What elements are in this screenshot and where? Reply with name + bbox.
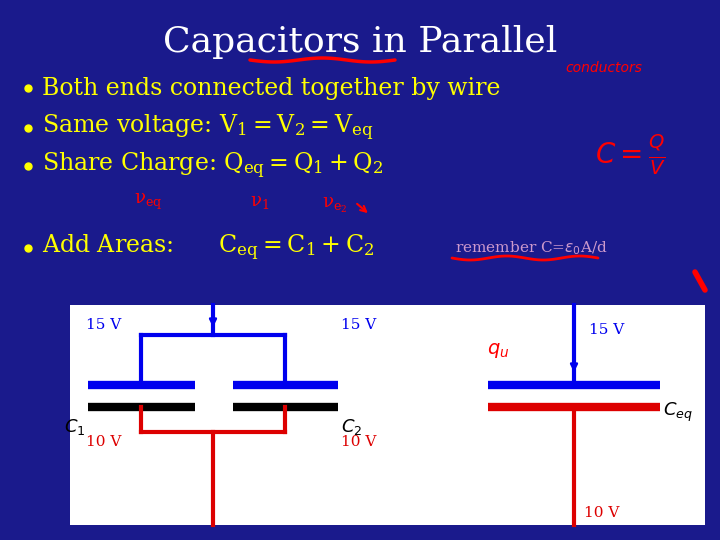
Bar [70, 305, 705, 525]
Text: 10 V: 10 V [86, 435, 122, 449]
Text: Share Charge: $\mathregular{Q_{eq} = Q_1+Q_2}$: Share Charge: $\mathregular{Q_{eq} = Q_1… [42, 151, 383, 181]
Text: $C_{eq}$: $C_{eq}$ [663, 400, 693, 423]
Text: 10 V: 10 V [584, 506, 619, 520]
Text: Capacitors in Parallel: Capacitors in Parallel [163, 25, 557, 59]
Text: $C_1$: $C_1$ [63, 417, 85, 437]
Text: $C=\frac{Q}{V}$: $C=\frac{Q}{V}$ [595, 132, 665, 178]
Text: 15 V: 15 V [589, 323, 624, 337]
Text: $C_2$: $C_2$ [341, 417, 362, 437]
Text: Both ends connected together by wire: Both ends connected together by wire [42, 77, 500, 99]
Text: 15 V: 15 V [86, 318, 121, 332]
Text: $\mathregular{\nu_{e_2}}$: $\mathregular{\nu_{e_2}}$ [323, 195, 348, 214]
Text: Same voltage: $\mathregular{V_1 = V_2 = V_{eq}}$: Same voltage: $\mathregular{V_1 = V_2 = … [42, 113, 374, 143]
Text: $q_u$: $q_u$ [487, 341, 509, 360]
Text: $\mathregular{\nu_{eq}}$: $\mathregular{\nu_{eq}}$ [134, 192, 162, 212]
Text: Add Areas:      $\mathregular{C_{eq} = C_1+C_2}$: Add Areas: $\mathregular{C_{eq} = C_1+C_… [42, 233, 374, 263]
Text: 10 V: 10 V [341, 435, 377, 449]
Text: 30: 30 [685, 513, 705, 528]
Text: conductors: conductors [565, 61, 642, 75]
Text: remember C=$\varepsilon_0$A/d: remember C=$\varepsilon_0$A/d [455, 239, 608, 257]
Text: $\mathregular{\nu_1}$: $\mathregular{\nu_1}$ [251, 193, 270, 211]
Text: 15 V: 15 V [341, 318, 377, 332]
